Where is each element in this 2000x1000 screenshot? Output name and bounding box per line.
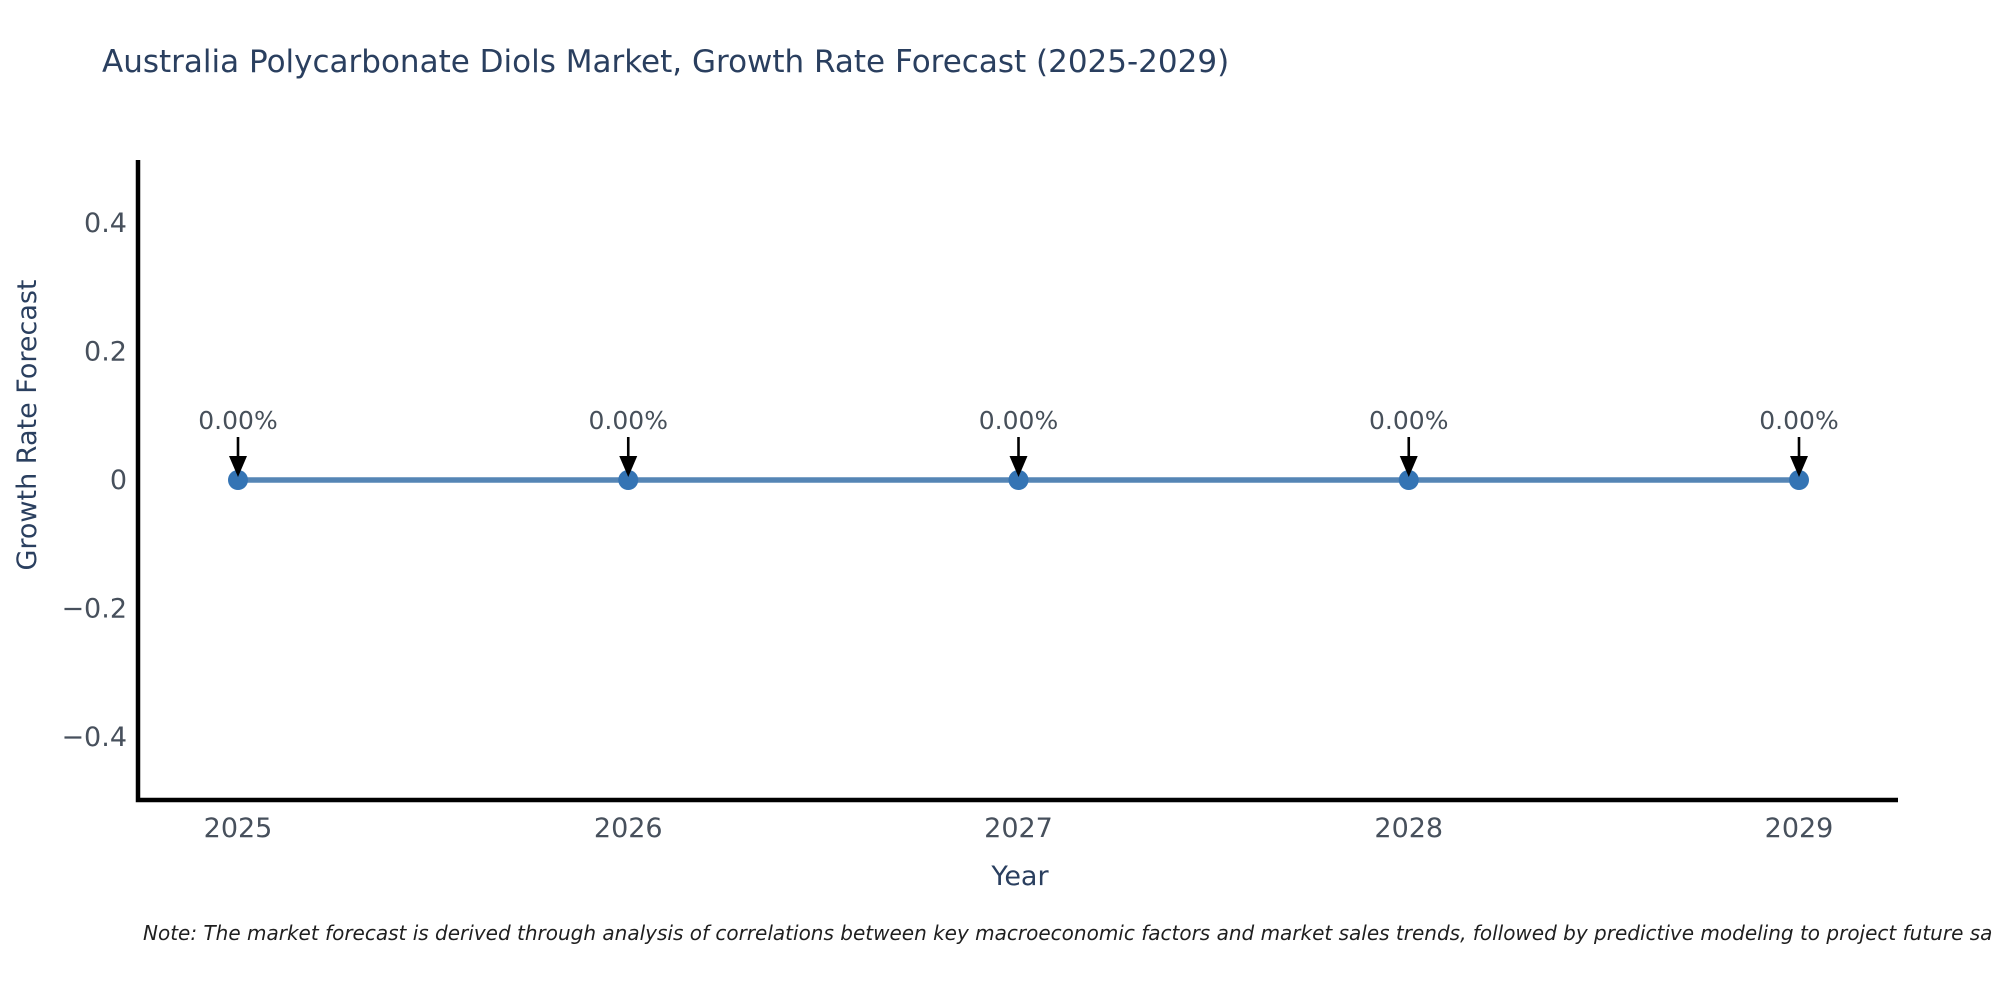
- annotation-arrowhead-icon: [619, 456, 638, 477]
- annotation-label: 0.00%: [1369, 406, 1448, 435]
- axis-spines: [135, 160, 1898, 803]
- data-point-marker: [1398, 470, 1419, 490]
- x-tick-label: 2029: [1765, 813, 1834, 844]
- chart-title: Australia Polycarbonate Diols Market, Gr…: [102, 44, 1230, 80]
- y-tick-label: 0: [110, 465, 127, 496]
- data-point-marker: [1789, 470, 1809, 490]
- data-point-marker: [618, 470, 639, 490]
- annotation-arrowhead-icon: [1790, 456, 1808, 477]
- annotation-label: 0.00%: [589, 406, 668, 435]
- y-axis-title: Growth Rate Forecast: [12, 279, 43, 571]
- y-tick-label: −0.4: [61, 722, 127, 753]
- annotation-label: 0.00%: [1759, 406, 1838, 435]
- footnote: Note: The market forecast is derived thr…: [143, 921, 1993, 945]
- annotation-label: 0.00%: [198, 406, 277, 435]
- annotation-label: 0.00%: [979, 406, 1058, 435]
- annotation-arrowhead-icon: [1399, 456, 1418, 477]
- data-point-marker: [1008, 470, 1029, 490]
- y-tick-label: 0.4: [84, 208, 127, 239]
- y-tick-label: −0.2: [61, 594, 127, 625]
- x-tick-label: 2025: [204, 813, 273, 844]
- y-tick-label: 0.2: [84, 337, 127, 368]
- x-tick-label: 2028: [1374, 813, 1443, 844]
- annotation-arrowhead-icon: [229, 456, 247, 477]
- x-tick-label: 2026: [594, 813, 663, 844]
- x-tick-label: 2027: [984, 813, 1053, 844]
- annotation-arrowhead-icon: [1009, 456, 1028, 477]
- x-axis-title: Year: [991, 861, 1049, 892]
- data-point-marker: [228, 470, 248, 490]
